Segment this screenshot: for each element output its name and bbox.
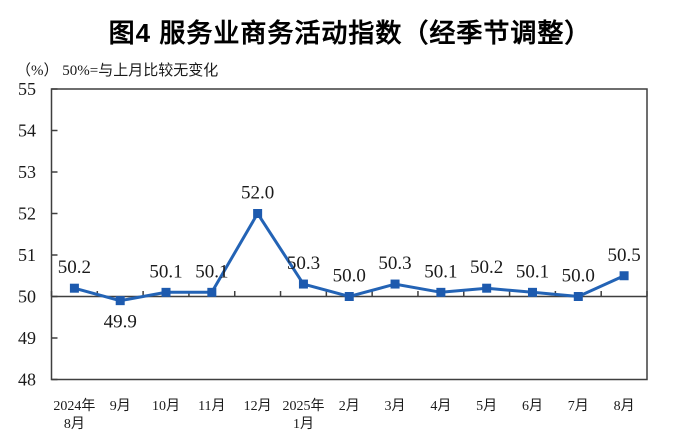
data-label: 52.0	[241, 183, 274, 204]
data-point-marker	[573, 292, 583, 301]
data-label: 50.2	[58, 257, 91, 278]
data-point-marker	[390, 279, 400, 289]
x-axis-label: 11月	[198, 398, 225, 414]
x-axis-label: 9月	[110, 398, 131, 414]
plot-frame	[50, 88, 648, 381]
data-label: 50.3	[287, 253, 320, 274]
data-point-marker	[482, 283, 492, 293]
data-label: 50.0	[562, 266, 595, 287]
y-axis-label: 51	[18, 245, 36, 265]
x-axis-label: 2024年	[53, 398, 95, 414]
data-label: 50.3	[378, 253, 411, 274]
x-axis-label: 6月	[522, 398, 543, 414]
data-point-marker	[436, 287, 446, 297]
x-axis-label: 2025年	[282, 398, 324, 414]
x-axis-label: 5月	[476, 398, 497, 414]
data-point-marker	[69, 283, 79, 293]
y-axis-label: 48	[18, 370, 36, 390]
x-axis-label: 7月	[568, 398, 589, 414]
x-axis-label: 1月	[293, 416, 314, 432]
y-axis-label: 50	[18, 287, 36, 307]
data-point-marker	[115, 296, 125, 306]
data-label: 50.2	[470, 257, 503, 278]
data-label: 50.1	[149, 261, 182, 282]
data-point-marker	[207, 287, 217, 297]
data-label: 50.0	[333, 266, 366, 287]
data-label: 49.9	[104, 312, 137, 333]
y-axis-label: 53	[18, 162, 36, 182]
data-label: 50.1	[424, 261, 457, 282]
x-axis-label: 4月	[430, 398, 451, 414]
data-point-marker	[253, 209, 263, 218]
data-point-marker	[344, 292, 354, 301]
data-point-marker	[619, 271, 629, 281]
data-label: 50.1	[516, 261, 549, 282]
unit-note: （%） 50%=与上月比较无变化	[16, 63, 219, 79]
y-axis-label: 49	[18, 328, 36, 348]
data-point-marker	[161, 287, 171, 297]
y-axis-label: 52	[18, 204, 36, 224]
x-axis-label: 12月	[244, 398, 272, 414]
x-axis-label: 8月	[614, 398, 635, 414]
x-axis-label: 3月	[385, 398, 406, 414]
data-point-marker	[298, 279, 308, 289]
chart-title: 图4 服务业商务活动指数（经季节调整）	[108, 18, 592, 48]
x-axis-label: 8月	[64, 416, 85, 432]
data-point-marker	[527, 287, 537, 297]
x-axis-label: 10月	[152, 398, 180, 414]
data-line	[74, 210, 625, 303]
x-axis-label: 2月	[339, 398, 360, 414]
data-label: 50.1	[195, 261, 228, 282]
y-axis-label: 55	[18, 79, 36, 99]
y-axis-label: 54	[18, 121, 36, 141]
data-label: 50.5	[607, 245, 640, 266]
